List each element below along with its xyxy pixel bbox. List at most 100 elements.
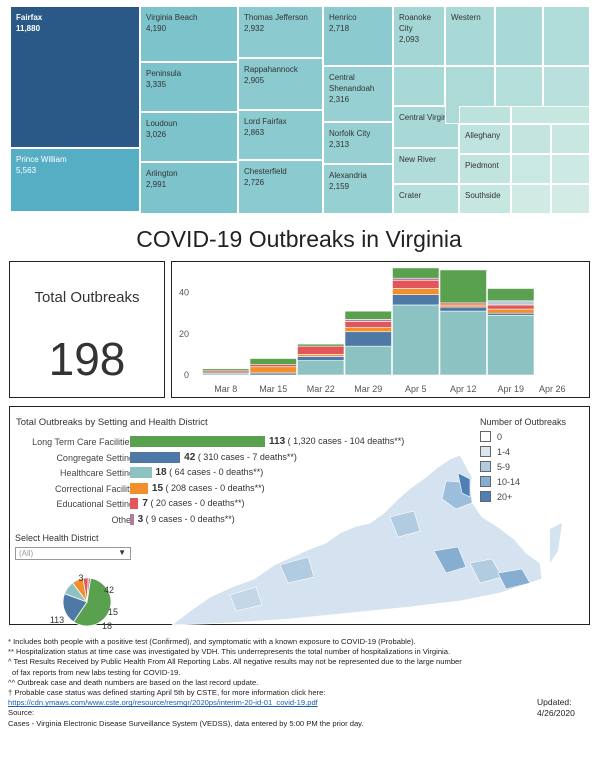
treemap-cell[interactable]: Rappahannock 2,905 [238, 58, 323, 110]
stacked-bar-segment[interactable] [392, 277, 440, 281]
stacked-bar-segment[interactable] [392, 267, 440, 279]
weekly-outbreaks-chart[interactable]: 0 20 40 Mar 8 Mar 15 Mar 22 Mar 29 Apr 5 Apr 12 A… [172, 262, 589, 397]
stacked-bar-segment[interactable] [392, 279, 440, 289]
treemap-cell-unlabeled[interactable] [511, 124, 551, 154]
treemap-cell-unlabeled[interactable] [551, 184, 590, 214]
stacked-bar-segment[interactable] [439, 310, 487, 376]
treemap-cell-unlabeled[interactable] [543, 6, 590, 66]
treemap-cell[interactable]: Arlington 2,991 [140, 162, 238, 214]
treemap-cell[interactable]: Loudoun 3,026 [140, 112, 238, 162]
district-region-2[interactable] [433, 546, 467, 574]
setting-value: 42 ( 310 cases - 7 deaths**) [184, 452, 297, 463]
legend-item[interactable]: 0 [480, 431, 502, 442]
treemap-cell[interactable]: Henrico 2,718 [323, 6, 393, 66]
treemap-cell[interactable]: Norfolk City 2,313 [323, 122, 393, 164]
stacked-bar-segment[interactable] [297, 356, 345, 361]
stacked-bar-segment[interactable] [392, 294, 440, 306]
setting-bar[interactable] [130, 436, 265, 447]
stacked-bar-segment[interactable] [202, 370, 250, 374]
legend-item[interactable]: 10-14 [480, 476, 520, 487]
stacked-bar-segment[interactable] [344, 310, 392, 320]
legend-item[interactable]: 5-9 [480, 461, 510, 472]
treemap-cell[interactable]: Alexandria 2,159 [323, 164, 393, 214]
setting-bar[interactable] [130, 498, 139, 509]
stacked-bar-segment[interactable] [297, 343, 345, 347]
legend-item[interactable]: 1-4 [480, 446, 510, 457]
treemap-cell[interactable]: Fairfax 11,880 [10, 6, 140, 148]
stacked-bar-segment[interactable] [202, 368, 250, 372]
stacked-bar-segment[interactable] [487, 300, 535, 306]
treemap-cell-unlabeled[interactable] [393, 66, 445, 106]
stacked-bar-segment[interactable] [297, 345, 345, 355]
stacked-bar-segment[interactable] [344, 319, 392, 322]
treemap-cell[interactable]: Peninsula 3,335 [140, 62, 238, 112]
stacked-bar-segment[interactable] [297, 360, 345, 376]
treemap-cell-name: Piedmont [465, 161, 499, 170]
health-district-select[interactable]: (All) ▼ [15, 547, 131, 560]
treemap-cell[interactable]: Thomas Jefferson 2,932 [238, 6, 323, 58]
treemap-cell[interactable]: Chesterfield 2,726 [238, 160, 323, 214]
setting-bar[interactable] [130, 451, 181, 463]
setting-bar[interactable] [130, 482, 148, 494]
y-tick-label: 20 [179, 329, 189, 339]
stacked-bar-segment[interactable] [297, 354, 345, 357]
treemap-cell[interactable]: New River [393, 148, 459, 184]
treemap-cell-unlabeled[interactable] [459, 106, 511, 124]
treemap-cell-unlabeled[interactable] [511, 106, 590, 124]
setting-cases-deaths: ( 64 cases - 0 deaths**) [169, 467, 264, 477]
stacked-bar-segment[interactable] [487, 314, 535, 376]
treemap-cell[interactable]: Virginia Beach 4,190 [140, 6, 238, 62]
pie-slice[interactable] [86, 577, 92, 603]
stacked-bar-segment[interactable] [392, 288, 440, 295]
legend-swatch [480, 431, 491, 442]
treemap-cell[interactable]: Piedmont [459, 154, 511, 184]
treemap-cell[interactable]: Western [445, 6, 495, 66]
treemap-cell[interactable]: Southside [459, 184, 511, 214]
district-fairfax[interactable] [457, 472, 471, 498]
treemap-cell[interactable]: Lord Fairfax 2,863 [238, 110, 323, 160]
stacked-bar-segment[interactable] [344, 321, 392, 328]
stacked-bar-segment[interactable] [249, 364, 297, 368]
stacked-bar-segment[interactable] [439, 306, 487, 312]
stacked-bar-segment[interactable] [249, 358, 297, 365]
district-region-4[interactable] [497, 568, 531, 590]
stacked-bar-segment[interactable] [202, 372, 250, 376]
treemap-cell-unlabeled[interactable] [495, 6, 543, 66]
virginia-map[interactable] [170, 447, 570, 625]
stacked-bar-segment[interactable] [487, 308, 535, 314]
setting-pie-chart[interactable]: 113 42 18 15 3 [32, 569, 142, 639]
stacked-bar-segment[interactable] [249, 372, 297, 376]
setting-bar[interactable] [130, 513, 134, 525]
cste-link[interactable]: https://cdn.ymaws.com/www.cste.org/resou… [8, 698, 318, 708]
treemap-cell-unlabeled[interactable] [551, 124, 590, 154]
stacked-bar-segment[interactable] [392, 304, 440, 376]
setting-cases-deaths: ( 310 cases - 7 deaths**) [197, 451, 297, 462]
treemap-cell[interactable]: Central Shenandoah 2,316 [323, 66, 393, 122]
stacked-bar-segment[interactable] [344, 345, 392, 376]
district-region-7[interactable] [229, 586, 263, 612]
stacked-bar-segment[interactable] [487, 312, 535, 316]
treemap-cell[interactable]: Alleghany [459, 124, 511, 154]
treemap-cell-name: Loudoun [146, 119, 178, 128]
treemap-cell-unlabeled[interactable] [551, 154, 590, 184]
treemap-cell-unlabeled[interactable] [511, 184, 551, 214]
stacked-bar-segment[interactable] [344, 331, 392, 347]
pie-slice[interactable] [73, 577, 112, 627]
x-tick-label: Mar 15 [259, 384, 287, 394]
district-region-5[interactable] [389, 510, 421, 538]
stacked-bar-segment[interactable] [249, 366, 297, 374]
stacked-bar-segment[interactable] [439, 302, 487, 306]
stacked-bar-segment[interactable] [344, 327, 392, 333]
setting-bar[interactable] [130, 467, 152, 478]
stacked-bar-segment[interactable] [439, 269, 487, 304]
stacked-bar-segment[interactable] [439, 304, 487, 308]
treemap-cell[interactable]: Prince William 5,563 [10, 148, 140, 212]
treemap-cell[interactable]: Crater [393, 184, 459, 214]
district-region-6[interactable] [279, 556, 315, 584]
stacked-bar-segment[interactable] [487, 304, 535, 310]
legend-item[interactable]: 20+ [480, 491, 512, 502]
health-district-treemap[interactable]: Fairfax 11,880 Prince William 5,563 Virginia… [10, 6, 590, 214]
treemap-cell-unlabeled[interactable] [511, 154, 551, 184]
stacked-bar-segment[interactable] [487, 288, 535, 302]
treemap-cell[interactable]: Roanoke City 2,093 [393, 6, 445, 66]
